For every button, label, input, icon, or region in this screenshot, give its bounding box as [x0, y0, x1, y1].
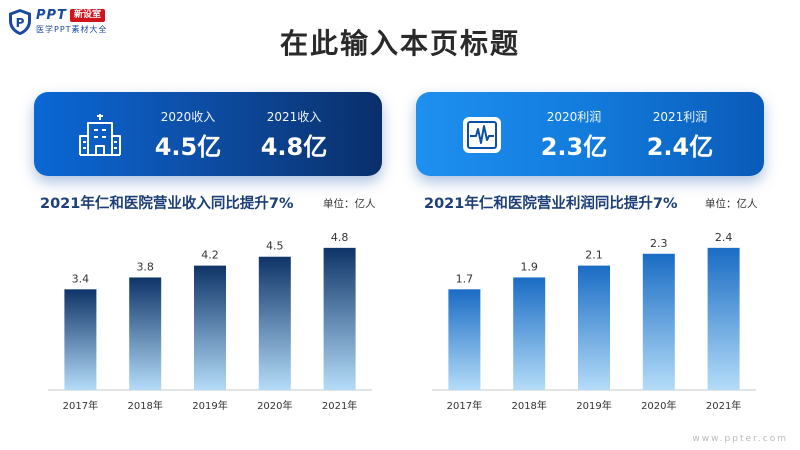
- stat-value: 4.5亿: [154, 133, 222, 161]
- profit-chart-title: 2021年仁和医院营业利润同比提升7%: [424, 196, 678, 212]
- x-tick-label: 2021年: [322, 399, 357, 412]
- profit-bar-chart: 1.7 2017年 1.9 2018年 2.1 2019年 2.3 2020年 2.4 2021年: [432, 231, 756, 412]
- page-title[interactable]: 在此输入本页标题: [279, 27, 520, 60]
- hospital-icon: [79, 114, 121, 156]
- stat-value: 2.3亿: [540, 133, 608, 161]
- data-label: 3.4: [72, 272, 90, 285]
- bar-2020年: [642, 253, 675, 390]
- data-label: 3.8: [136, 260, 154, 273]
- footer-website: www.ppter.com: [692, 434, 788, 444]
- data-label: 1.9: [520, 260, 538, 273]
- bar-2020年: [258, 256, 291, 390]
- x-tick-label: 2020年: [641, 399, 676, 412]
- profit-summary-card: 2020利润 2.3亿 2021利润 2.4亿: [416, 92, 764, 176]
- x-tick-label: 2017年: [447, 399, 482, 412]
- stat-revenue-2021: 2021收入 4.8亿: [254, 108, 334, 162]
- stat-revenue-2020: 2020收入 4.5亿: [148, 108, 228, 162]
- stat-profit-2021: 2021利润 2.4亿: [640, 108, 720, 162]
- x-tick-label: 2017年: [63, 399, 98, 412]
- x-tick-label: 2019年: [192, 399, 227, 412]
- data-label: 4.8: [331, 231, 349, 244]
- data-label: 2.4: [715, 231, 733, 244]
- x-tick-label: 2020年: [257, 399, 292, 412]
- revenue-chart-unit: 单位：亿人: [323, 198, 376, 210]
- data-label: 4.5: [266, 240, 284, 253]
- revenue-summary-card: 2020收入 4.5亿 2021收入 4.8亿: [34, 92, 382, 176]
- bar-2019年: [194, 265, 226, 390]
- bar-2017年: [448, 289, 481, 390]
- logo-subtitle: 医学PPT素材大全: [36, 25, 108, 34]
- svg-text:P: P: [16, 16, 25, 30]
- x-tick-label: 2021年: [706, 399, 741, 412]
- stat-label: 2020利润: [546, 110, 602, 124]
- bar-2018年: [129, 277, 162, 390]
- data-label: 2.3: [650, 237, 668, 250]
- stat-label: 2021利润: [652, 110, 708, 124]
- profit-chart-unit: 单位：亿人: [705, 198, 758, 210]
- logo-tag: 新设室: [69, 8, 105, 22]
- bar-2017年: [64, 289, 97, 390]
- revenue-bar-chart: 3.4 2017年 3.8 2018年 4.2 2019年 4.5 2020年 4.8 2021年: [48, 231, 372, 412]
- x-tick-label: 2018年: [511, 399, 546, 412]
- stat-value: 2.4亿: [646, 133, 714, 161]
- data-label: 4.2: [201, 249, 219, 262]
- stat-profit-2020: 2020利润 2.3亿: [534, 108, 614, 162]
- data-label: 2.1: [585, 249, 603, 262]
- logo-brand-text: PPT: [36, 7, 67, 23]
- stat-label: 2020收入: [160, 110, 216, 124]
- bar-2021年: [323, 247, 356, 390]
- stat-value: 4.8亿: [260, 133, 328, 161]
- x-tick-label: 2019年: [576, 399, 611, 412]
- heartbeat-monitor-icon: [463, 117, 501, 153]
- bar-2018年: [513, 277, 546, 390]
- data-label: 1.7: [456, 272, 474, 285]
- revenue-chart-title: 2021年仁和医院营业收入同比提升7%: [40, 196, 294, 212]
- x-tick-label: 2018年: [127, 399, 162, 412]
- shield-logo-icon: P: [9, 9, 31, 35]
- stat-label: 2021收入: [266, 110, 322, 124]
- brand-logo: P PPT 新设室 医学PPT素材大全: [8, 8, 138, 38]
- bar-2019年: [578, 265, 610, 390]
- bar-2021年: [707, 247, 740, 390]
